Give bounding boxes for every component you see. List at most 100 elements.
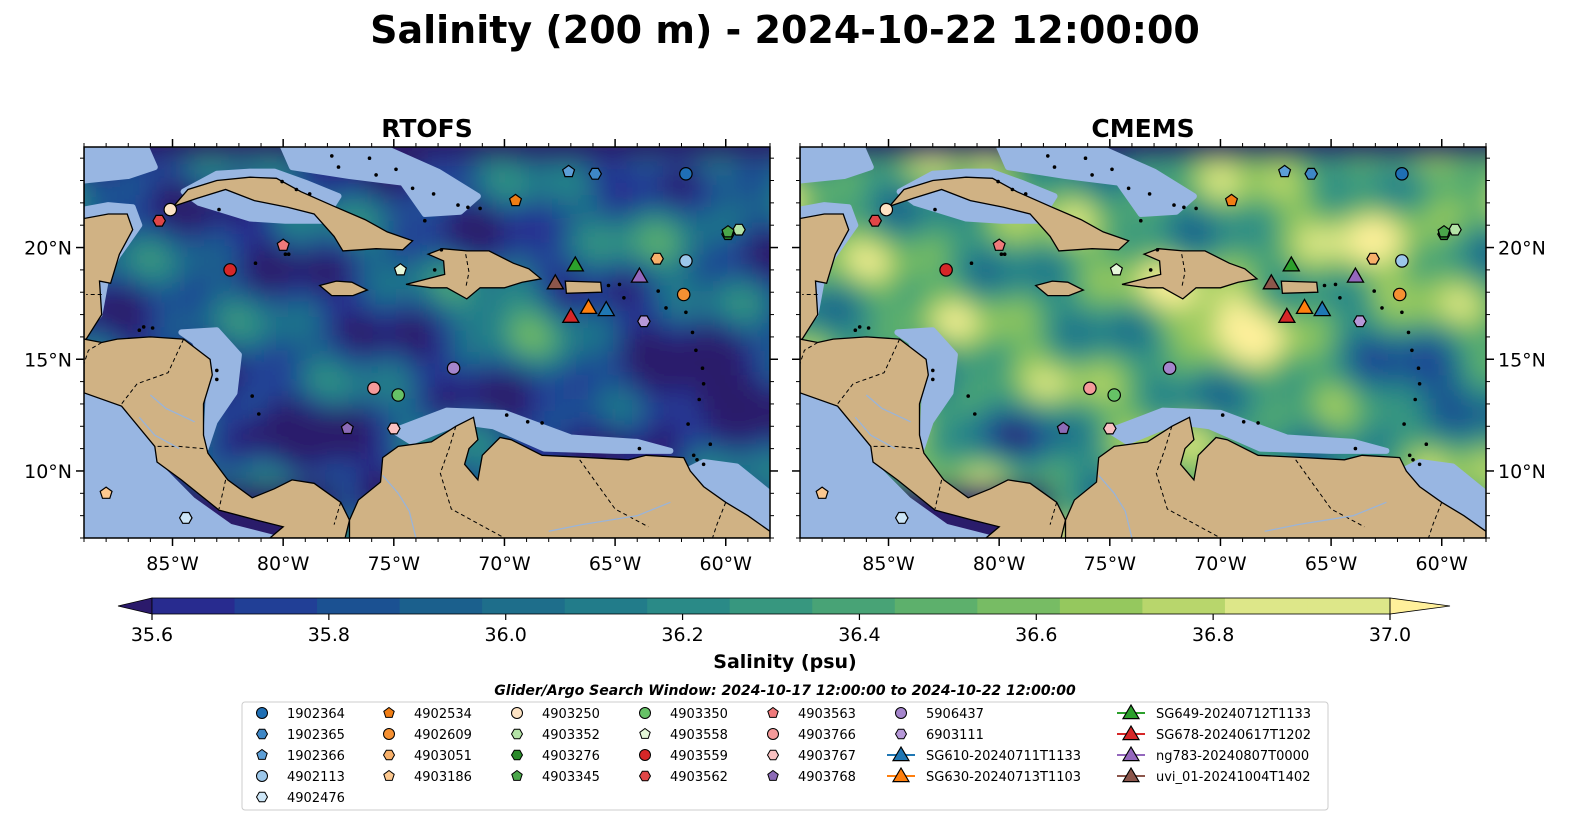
salinity-cell — [944, 147, 957, 160]
salinity-cell — [1124, 351, 1137, 364]
salinity-cell — [1388, 375, 1401, 388]
salinity-cell — [896, 147, 909, 160]
salinity-cell — [432, 291, 445, 304]
salinity-cell — [800, 483, 801, 496]
salinity-cell — [1364, 399, 1377, 412]
salinity-cell — [708, 243, 721, 256]
salinity-cell — [576, 183, 589, 196]
salinity-cell — [636, 243, 649, 256]
island — [622, 296, 626, 300]
salinity-cell — [300, 387, 313, 400]
salinity-cell — [980, 339, 993, 352]
salinity-cell — [372, 423, 385, 436]
salinity-cell — [456, 555, 469, 568]
salinity-cell — [1460, 291, 1473, 304]
salinity-cell — [348, 447, 361, 460]
salinity-cell — [968, 219, 981, 232]
salinity-cell — [240, 243, 253, 256]
salinity-cell — [1112, 399, 1125, 412]
salinity-cell — [612, 363, 625, 376]
salinity-cell — [1364, 171, 1377, 184]
salinity-cell — [444, 315, 457, 328]
salinity-cell — [1304, 291, 1317, 304]
salinity-cell — [1064, 387, 1077, 400]
salinity-cell — [1076, 351, 1089, 364]
salinity-cell — [564, 339, 577, 352]
salinity-cell — [1220, 183, 1233, 196]
salinity-cell — [1484, 291, 1486, 304]
salinity-cell — [744, 147, 757, 160]
salinity-cell — [564, 123, 577, 136]
salinity-cell — [60, 219, 73, 232]
salinity-cell — [860, 267, 873, 280]
salinity-cell — [360, 327, 373, 340]
salinity-cell — [776, 171, 789, 184]
salinity-cell — [396, 363, 409, 376]
salinity-cell — [480, 231, 493, 244]
salinity-cell — [192, 219, 205, 232]
salinity-cell — [956, 447, 969, 460]
salinity-cell — [432, 315, 445, 328]
salinity-cell — [300, 231, 313, 244]
salinity-cell — [1232, 327, 1245, 340]
salinity-cell — [288, 303, 301, 316]
salinity-cell — [1376, 231, 1389, 244]
argo-marker-4903350 — [1107, 388, 1121, 402]
island — [1338, 296, 1342, 300]
salinity-cell — [600, 339, 613, 352]
salinity-cell — [884, 303, 897, 316]
salinity-cell — [276, 315, 289, 328]
salinity-cell — [336, 399, 349, 412]
salinity-cell — [1016, 387, 1029, 400]
salinity-cell — [1316, 423, 1329, 436]
salinity-cell — [744, 339, 757, 352]
salinity-cell — [1076, 195, 1089, 208]
salinity-cell — [1124, 399, 1137, 412]
salinity-cell — [848, 279, 861, 292]
salinity-cell — [1484, 327, 1486, 340]
salinity-cell — [932, 219, 945, 232]
salinity-cell — [776, 351, 789, 364]
salinity-cell — [228, 159, 241, 172]
salinity-cell — [756, 147, 769, 148]
salinity-cell — [684, 243, 697, 256]
salinity-cell — [1328, 267, 1341, 280]
salinity-cell — [156, 291, 169, 304]
salinity-cell — [264, 471, 277, 484]
salinity-cell — [756, 555, 769, 568]
salinity-cell — [492, 303, 505, 316]
glider-marker-SG610-20240711T1133 — [597, 300, 616, 317]
salinity-cell — [800, 303, 801, 316]
country-border — [465, 254, 470, 288]
salinity-cell — [276, 123, 289, 136]
salinity-cell — [1004, 243, 1017, 256]
salinity-cell — [516, 399, 529, 412]
island — [1110, 167, 1114, 172]
salinity-cell — [824, 315, 837, 328]
salinity-cell — [1328, 243, 1341, 256]
salinity-cell — [944, 447, 957, 460]
salinity-cell — [540, 303, 553, 316]
salinity-cell — [1196, 171, 1209, 184]
salinity-cell — [980, 231, 993, 244]
salinity-cell — [1304, 267, 1317, 280]
salinity-cell — [240, 219, 253, 232]
salinity-cell — [276, 471, 289, 484]
salinity-cell — [1340, 423, 1353, 436]
salinity-cell — [228, 147, 241, 160]
argo-marker-1902364 — [1395, 167, 1409, 181]
salinity-cell — [1244, 351, 1257, 364]
salinity-cell — [60, 279, 73, 292]
salinity-cell — [956, 471, 969, 484]
salinity-cell — [1304, 195, 1317, 208]
salinity-cell — [836, 303, 849, 316]
salinity-cell — [1412, 255, 1425, 268]
salinity-cell — [588, 219, 601, 232]
salinity-cell — [252, 291, 265, 304]
salinity-cell — [132, 555, 145, 568]
salinity-cell — [348, 399, 361, 412]
salinity-cell — [636, 423, 649, 436]
salinity-cell — [980, 123, 993, 136]
salinity-cell — [144, 171, 157, 184]
salinity-cell — [312, 387, 325, 400]
